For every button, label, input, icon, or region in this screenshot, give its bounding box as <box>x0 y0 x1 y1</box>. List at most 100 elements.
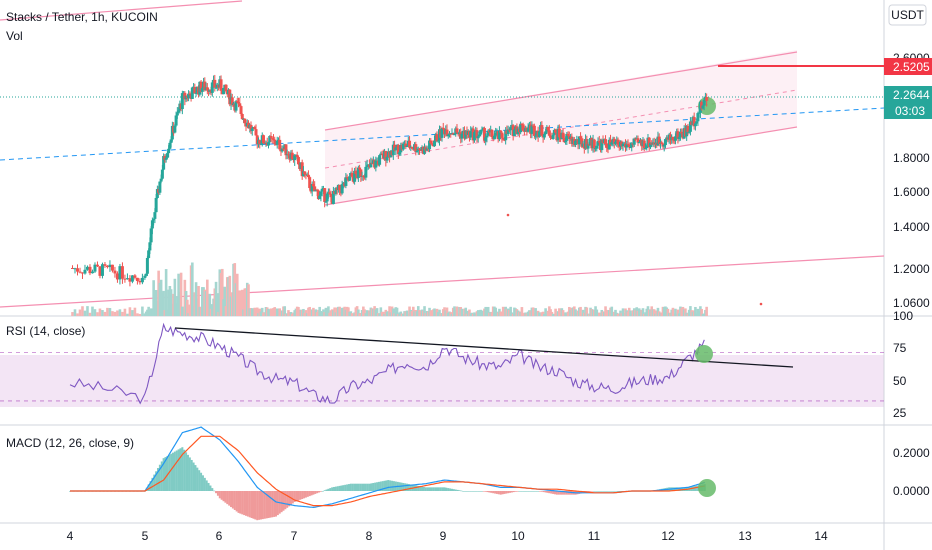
macd-histogram-bar <box>486 491 489 493</box>
macd-histogram-bar <box>426 487 429 491</box>
macd-histogram-bar <box>230 491 233 508</box>
candle-body <box>270 137 274 139</box>
macd-histogram-bar <box>465 491 468 492</box>
candle-body <box>642 140 646 149</box>
target-price-tag <box>884 58 932 75</box>
macd-histogram-bar <box>192 462 195 491</box>
rsi-axis[interactable]: 100 75 50 25 <box>893 309 913 420</box>
macd-histogram-bar <box>329 488 332 491</box>
macd-histogram-bar <box>351 483 354 491</box>
candle-body <box>600 139 604 151</box>
candle-body <box>433 140 437 147</box>
macd-histogram-bar <box>552 491 555 494</box>
candle-body <box>238 103 242 107</box>
candle-body <box>70 268 74 269</box>
volume-bar <box>131 310 134 316</box>
price-axis[interactable]: 2.6000 1.8000 1.6000 1.4000 1.2000 1.060… <box>893 51 930 310</box>
candle-body <box>95 264 99 267</box>
candles <box>70 74 709 287</box>
macd-histogram-bar <box>522 491 525 492</box>
time-axis[interactable]: 4 5 6 7 8 9 10 11 12 13 14 <box>67 529 828 543</box>
macd-histogram-bar <box>482 491 485 492</box>
macd-histogram-bar <box>617 491 620 492</box>
candle-body <box>160 169 164 179</box>
candle-body <box>512 129 516 137</box>
macd-histogram-bar <box>355 483 358 491</box>
macd-histogram-bar <box>175 450 178 491</box>
rsi-pane[interactable] <box>0 322 884 405</box>
macd-axis[interactable]: 0.2000 0.0000 <box>893 446 930 498</box>
volume-label[interactable]: Vol <box>6 29 23 43</box>
volume-bar <box>179 272 183 316</box>
macd-histogram-bar <box>306 491 309 497</box>
symbol-title[interactable]: Stacks / Tether, 1h, KUCOIN <box>6 10 158 24</box>
macd-histogram-bar <box>484 491 487 492</box>
rsi-title[interactable]: RSI (14, close) <box>6 324 85 338</box>
macd-histogram-bar <box>449 488 452 491</box>
macd-histogram-bar <box>615 491 618 492</box>
macd-histogram-bar <box>336 486 339 491</box>
rsi-breakout-marker <box>695 345 713 363</box>
volume-bar <box>705 306 708 316</box>
volume-bar <box>671 307 675 316</box>
macd-histogram-bar <box>376 482 379 491</box>
macd-histogram-bar <box>503 491 506 494</box>
candle-body <box>497 130 501 140</box>
macd-histogram-bar <box>450 488 453 491</box>
macd-histogram-bar <box>407 484 410 491</box>
candle-body <box>162 156 166 170</box>
macd-histogram-bar <box>471 491 474 492</box>
candle-body <box>353 170 357 182</box>
macd-histogram-bar <box>383 480 386 491</box>
candle-body <box>579 136 583 139</box>
candle-body <box>159 178 163 182</box>
macd-histogram-bar <box>696 485 699 491</box>
macd-histogram-bar <box>374 482 377 491</box>
macd-histogram-bar <box>509 491 512 493</box>
candle-body <box>266 142 270 146</box>
macd-histogram-bar <box>323 490 326 491</box>
dot-marker <box>759 302 763 306</box>
candle-body <box>154 197 158 213</box>
volume-bar <box>76 313 79 316</box>
currency-button[interactable] <box>888 4 927 26</box>
volume-bar <box>509 306 512 316</box>
candle-body <box>311 183 315 187</box>
volume-bar <box>338 306 341 316</box>
candle-body <box>78 271 82 273</box>
macd-histogram-bar <box>246 491 249 517</box>
macd-histogram-bar <box>606 491 609 492</box>
candle-body <box>605 143 609 149</box>
outer-upper-line <box>0 0 243 21</box>
candle-body <box>153 212 157 219</box>
macd-tick: 0.0000 <box>893 484 930 498</box>
volume-bar <box>694 306 697 316</box>
candle-body <box>695 121 699 124</box>
candle-body <box>243 118 247 124</box>
candle-body <box>396 144 400 155</box>
time-tick: 12 <box>661 529 675 543</box>
macd-histogram-bar <box>477 491 480 492</box>
candle-body <box>254 129 258 136</box>
time-tick: 13 <box>738 529 752 543</box>
candle-body <box>293 155 297 161</box>
macd-pane[interactable] <box>69 426 716 521</box>
candle-body <box>612 138 616 144</box>
volume-bar <box>561 310 565 316</box>
macd-histogram-bar <box>561 491 564 495</box>
candle-body <box>696 113 700 122</box>
macd-histogram-bar <box>259 491 262 520</box>
macd-histogram-bar <box>458 490 461 491</box>
macd-histogram-bar <box>454 489 457 491</box>
candle-body <box>148 242 152 251</box>
macd-histogram-bar <box>675 487 678 491</box>
macd-histogram-bar <box>469 491 472 492</box>
candle-body <box>88 266 92 274</box>
macd-histogram-bar <box>286 491 289 508</box>
volume-bar <box>484 306 487 316</box>
macd-histogram-bar <box>158 464 161 491</box>
macd-title[interactable]: MACD (12, 26, close, 9) <box>6 436 134 450</box>
candle-body <box>213 79 217 88</box>
candle-body <box>419 150 423 152</box>
